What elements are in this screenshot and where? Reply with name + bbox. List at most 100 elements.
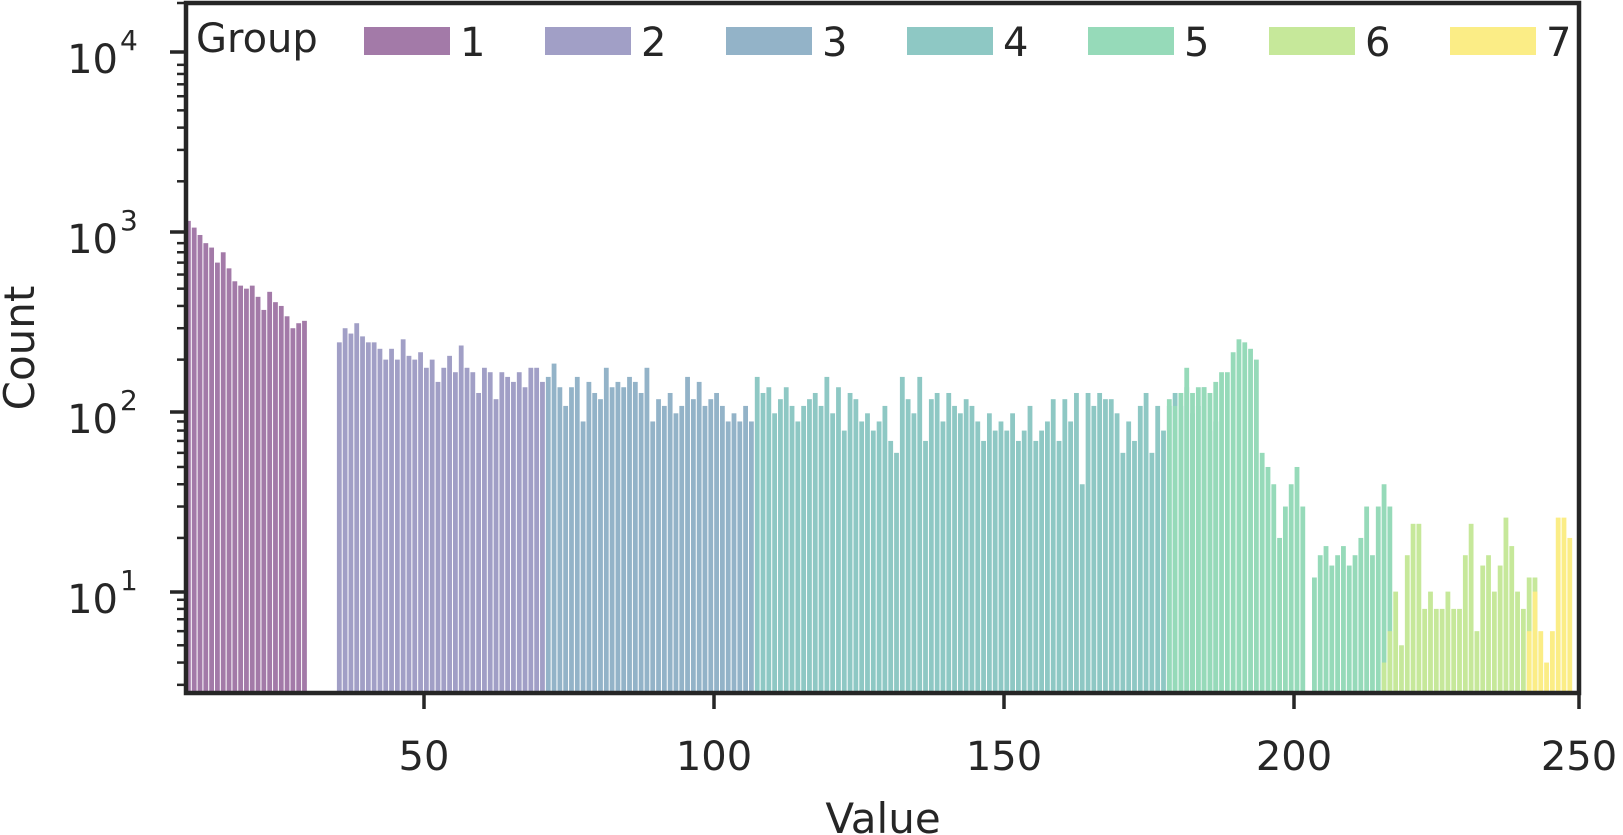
histogram-bar (534, 367, 540, 693)
histogram-bar (1544, 662, 1549, 693)
histogram-bar (1126, 421, 1132, 693)
histogram-bar (551, 363, 557, 693)
histogram-bar (511, 381, 516, 693)
histogram-bar (1259, 452, 1265, 693)
histogram-bar (772, 413, 778, 693)
histogram-bar (1097, 392, 1103, 693)
histogram-bar (1039, 430, 1045, 693)
histogram-bar (586, 381, 592, 693)
histogram-bar (1137, 405, 1143, 693)
histogram-bar (435, 381, 441, 693)
histogram-bar (464, 367, 470, 693)
y-axis-label: Count (0, 286, 44, 411)
histogram-bar (238, 285, 244, 693)
histogram-bar (940, 421, 946, 693)
legend-label: 6 (1365, 20, 1390, 66)
histogram-bar (615, 381, 621, 693)
histogram-bar (865, 413, 870, 693)
y-tick-base: 10 (67, 397, 118, 443)
histogram-bar (1021, 430, 1027, 693)
histogram-bar (1387, 506, 1393, 693)
histogram-bar (1271, 484, 1277, 693)
histogram-bar (1079, 484, 1085, 693)
histogram-bar (609, 387, 615, 693)
histogram-bar (1213, 381, 1219, 693)
legend-label: 3 (822, 20, 847, 66)
histogram-bar (493, 399, 499, 693)
histogram-bar (824, 376, 830, 693)
histogram-bar (923, 440, 928, 693)
histogram-bar (569, 387, 574, 693)
histogram-bar (1033, 440, 1039, 693)
histogram-bar (1538, 631, 1544, 693)
histogram-bar (1016, 440, 1021, 693)
histogram-bar (667, 392, 673, 693)
histogram-bar (278, 305, 284, 693)
histogram-bar (870, 430, 876, 693)
histogram-bar (690, 399, 696, 693)
histogram-bar (348, 333, 354, 693)
histogram-bar (1491, 591, 1497, 693)
histogram-bar (661, 405, 667, 693)
histogram-bar (1201, 387, 1207, 693)
histogram-bar (249, 285, 255, 693)
histogram-bar (737, 421, 743, 693)
histogram-bar (1364, 506, 1370, 693)
histogram-bar (1248, 348, 1253, 693)
histogram-bar (847, 392, 853, 693)
histogram-bar (1335, 555, 1341, 693)
histogram-bar (557, 387, 563, 693)
x-tick-250: 250 (1541, 693, 1617, 780)
series-group-4 (754, 376, 1219, 693)
histogram-bar (928, 399, 934, 693)
histogram-bar (545, 376, 551, 693)
histogram-bar (801, 405, 807, 693)
histogram-bar (719, 405, 725, 693)
histogram-bar (1341, 546, 1346, 693)
y-tick-label: 10 (67, 217, 118, 263)
legend-swatch (545, 27, 631, 55)
histogram-bar (1195, 387, 1201, 693)
y-minor-ticks (177, 1, 186, 687)
histogram-bar (406, 355, 412, 693)
histogram-bar (1567, 537, 1573, 693)
histogram-bar (876, 421, 882, 693)
histogram-bar (452, 372, 458, 693)
legend-entry-2: 2 (545, 20, 666, 66)
histogram-bar (482, 367, 487, 693)
histogram-bar (1277, 537, 1282, 693)
histogram-bar (1288, 484, 1294, 693)
legend-label: 2 (641, 20, 666, 66)
histogram-bar (1184, 367, 1190, 693)
histogram-bar (354, 323, 360, 693)
x-tick-label: 250 (1541, 734, 1617, 780)
histogram-bar (778, 399, 783, 693)
histogram-bar (882, 405, 888, 693)
histogram-bar (1207, 392, 1213, 693)
histogram-bar (1428, 591, 1433, 693)
histogram-bar (1375, 506, 1381, 693)
histogram-bar (1166, 399, 1172, 693)
histogram-bar (853, 399, 859, 693)
histogram-bar (1381, 484, 1387, 693)
histogram-bar (1045, 421, 1050, 693)
legend-entry-3: 3 (726, 20, 847, 66)
histogram-bar (563, 405, 569, 693)
legend-entries: 1 2 3 4 5 6 7 (364, 20, 1571, 66)
histogram-bar (795, 421, 801, 693)
histogram-bar (899, 376, 905, 693)
histogram-bar (505, 376, 511, 693)
histogram-bar (441, 367, 447, 693)
series-group-7 (1526, 517, 1573, 693)
y-tick-100: 10 2 (67, 384, 186, 443)
histogram-bar (284, 316, 290, 693)
series-group-1 (186, 220, 307, 694)
histogram-bar (656, 399, 661, 693)
legend-label: 4 (1003, 20, 1028, 66)
histogram-bar (888, 440, 894, 693)
histogram-bar (470, 372, 476, 693)
histogram-bar (244, 288, 249, 693)
histogram-bar (603, 367, 609, 693)
legend-title: Group (196, 16, 318, 62)
